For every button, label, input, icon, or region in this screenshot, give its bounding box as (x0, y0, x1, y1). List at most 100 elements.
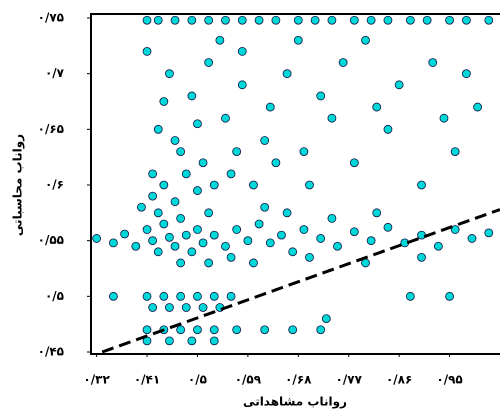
point (187, 91, 197, 101)
point (187, 15, 197, 25)
x-tick-label: ۰/۷۷ (336, 373, 363, 387)
point (288, 325, 298, 335)
point (209, 336, 219, 346)
point (142, 325, 152, 335)
point (260, 325, 270, 335)
point (142, 47, 152, 56)
y-tick-label: ۰/۴۵ (38, 345, 64, 359)
x-tick-label: ۰/۶۸ (285, 373, 312, 387)
point (249, 258, 258, 268)
y-tick-label: ۰/۶۵ (38, 122, 64, 136)
point (349, 15, 359, 25)
point (159, 180, 169, 190)
point (316, 91, 326, 101)
point (243, 236, 253, 246)
point (254, 15, 264, 25)
point (366, 15, 376, 25)
point (327, 15, 337, 25)
point (417, 180, 426, 190)
point (187, 336, 197, 346)
point (176, 147, 186, 157)
point (450, 147, 460, 157)
point (349, 227, 359, 237)
point (372, 102, 382, 112)
y-tick-label: ۰/۷ (45, 66, 65, 80)
point (305, 180, 314, 190)
point (439, 113, 449, 123)
point (170, 136, 180, 145)
point (383, 222, 393, 232)
point (445, 291, 454, 301)
x-tick-label: ۰/۵۹ (235, 373, 262, 387)
point (484, 228, 494, 238)
point (204, 258, 214, 268)
point (405, 15, 415, 25)
point (198, 158, 208, 168)
point (293, 35, 303, 45)
point (299, 147, 309, 157)
point (153, 124, 163, 134)
point (209, 325, 219, 335)
point (165, 232, 174, 242)
point (170, 197, 180, 207)
point (277, 230, 286, 240)
point (120, 229, 130, 239)
point (394, 80, 404, 90)
point (193, 325, 202, 335)
point (372, 208, 382, 218)
point (299, 225, 309, 234)
point (327, 113, 337, 123)
point (461, 15, 471, 25)
point (226, 252, 236, 262)
point (293, 15, 303, 25)
trend-line (101, 208, 500, 354)
point (181, 230, 191, 240)
point (109, 238, 118, 248)
point (165, 69, 174, 79)
point (159, 291, 169, 301)
point (461, 69, 471, 79)
point (265, 102, 275, 112)
point (142, 291, 152, 301)
point (170, 15, 180, 25)
y-axis-title: رواناب محاسباتی (11, 134, 26, 236)
point (333, 241, 342, 251)
point (159, 97, 169, 106)
point (288, 247, 298, 257)
point (237, 15, 247, 25)
point (131, 241, 141, 251)
point (383, 124, 393, 134)
point (153, 208, 163, 218)
point (109, 291, 118, 301)
point (209, 180, 219, 190)
point (181, 169, 191, 179)
point (237, 80, 247, 90)
x-tick-label: ۰/۵ (188, 373, 207, 387)
point (349, 158, 359, 168)
point (193, 225, 202, 234)
x-tick-label: ۰/۴۱ (134, 373, 160, 387)
point (282, 69, 292, 79)
point (204, 15, 214, 25)
point (260, 136, 270, 145)
point (450, 225, 460, 234)
point (232, 325, 242, 335)
point (198, 238, 208, 248)
y-tick-label: ۰/۶ (45, 178, 64, 192)
point (165, 336, 174, 346)
point (204, 208, 214, 218)
x-tick-label: ۰/۳۲ (83, 373, 110, 387)
y-tick-label: ۰/۵ (45, 289, 64, 303)
point (327, 213, 337, 223)
point (232, 225, 242, 234)
point (310, 15, 320, 25)
point (176, 291, 186, 301)
point (417, 252, 426, 262)
point (221, 113, 230, 123)
point (366, 236, 376, 246)
point (137, 202, 146, 212)
point (92, 234, 102, 243)
x-tick-label: ۰/۸۶ (386, 373, 412, 387)
point (142, 15, 152, 25)
